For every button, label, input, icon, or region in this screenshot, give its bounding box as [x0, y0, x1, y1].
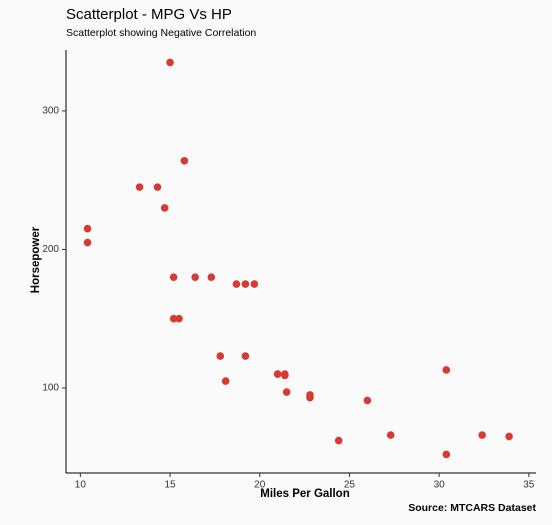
x-axis-title: Miles Per Gallon	[260, 488, 349, 500]
point	[169, 314, 178, 323]
x-tick-label: 25	[344, 480, 356, 491]
x-tick-label: 35	[523, 480, 535, 491]
point	[221, 377, 230, 385]
point	[153, 183, 162, 191]
y-tick-label: 100	[42, 383, 59, 394]
point	[281, 371, 289, 380]
chart-subtitle: Scatterplot showing Negative Correlation	[66, 27, 256, 39]
chart-title: Scatterplot - MPG Vs HP	[66, 6, 232, 23]
point	[442, 450, 451, 459]
point	[83, 224, 92, 233]
y-tick-label: 300	[42, 106, 59, 117]
point	[363, 396, 372, 405]
x-tick-label: 10	[75, 480, 87, 491]
y-tick-label: 200	[42, 244, 59, 255]
point	[250, 280, 259, 288]
point	[232, 280, 241, 288]
point	[83, 238, 92, 247]
x-tick-label: 15	[164, 480, 176, 491]
point	[306, 391, 314, 399]
point	[191, 273, 199, 281]
point	[180, 157, 189, 165]
point	[334, 436, 343, 445]
point	[241, 280, 250, 288]
x-tick-label: 20	[254, 480, 266, 491]
point	[135, 183, 144, 191]
point	[273, 370, 282, 378]
point	[282, 388, 291, 396]
point	[478, 431, 486, 439]
caption: Source: MTCARS Dataset	[408, 502, 536, 514]
point	[207, 273, 216, 281]
point	[175, 314, 183, 323]
x-tick-label: 30	[434, 480, 446, 491]
point	[386, 431, 395, 439]
y-axis-title: Horsepower	[30, 226, 42, 293]
point	[241, 352, 250, 360]
point	[216, 352, 225, 360]
point	[169, 273, 178, 281]
point	[166, 58, 174, 67]
point	[160, 204, 169, 212]
point	[505, 432, 513, 441]
point	[442, 366, 451, 374]
